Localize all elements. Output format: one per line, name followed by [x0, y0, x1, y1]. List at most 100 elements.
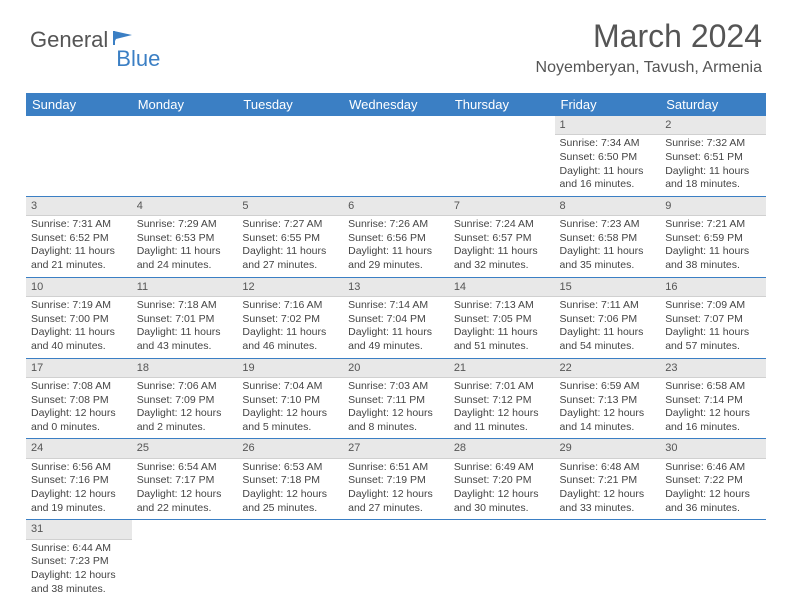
day-line: Sunrise: 7:01 AM: [454, 380, 550, 394]
column-header: Friday: [555, 93, 661, 116]
column-header: Monday: [132, 93, 238, 116]
logo-text-blue: Blue: [116, 46, 160, 72]
day-details: Sunrise: 7:08 AMSunset: 7:08 PMDaylight:…: [26, 378, 132, 439]
day-details: Sunrise: 6:54 AMSunset: 7:17 PMDaylight:…: [132, 459, 238, 520]
day-line: Sunset: 6:55 PM: [242, 232, 338, 246]
calendar-cell: 25Sunrise: 6:54 AMSunset: 7:17 PMDayligh…: [132, 439, 238, 520]
day-line: and 54 minutes.: [560, 340, 656, 354]
day-details: Sunrise: 7:23 AMSunset: 6:58 PMDaylight:…: [555, 216, 661, 277]
day-line: and 25 minutes.: [242, 502, 338, 516]
day-number: 13: [343, 278, 449, 297]
day-line: Daylight: 12 hours: [348, 407, 444, 421]
day-line: and 38 minutes.: [665, 259, 761, 273]
calendar-cell: [237, 520, 343, 600]
day-details: Sunrise: 6:56 AMSunset: 7:16 PMDaylight:…: [26, 459, 132, 520]
day-number: 3: [26, 197, 132, 216]
day-line: Sunrise: 7:04 AM: [242, 380, 338, 394]
day-number: 26: [237, 439, 343, 458]
day-line: and 32 minutes.: [454, 259, 550, 273]
day-line: Sunrise: 7:16 AM: [242, 299, 338, 313]
day-details: Sunrise: 7:13 AMSunset: 7:05 PMDaylight:…: [449, 297, 555, 358]
calendar-cell: 14Sunrise: 7:13 AMSunset: 7:05 PMDayligh…: [449, 277, 555, 358]
calendar-row: 3Sunrise: 7:31 AMSunset: 6:52 PMDaylight…: [26, 196, 766, 277]
calendar-cell: 31Sunrise: 6:44 AMSunset: 7:23 PMDayligh…: [26, 520, 132, 600]
day-line: Sunset: 6:58 PM: [560, 232, 656, 246]
calendar-cell: 4Sunrise: 7:29 AMSunset: 6:53 PMDaylight…: [132, 196, 238, 277]
day-line: and 0 minutes.: [31, 421, 127, 435]
day-line: Daylight: 12 hours: [31, 488, 127, 502]
day-line: Sunrise: 7:32 AM: [665, 137, 761, 151]
day-details: Sunrise: 7:16 AMSunset: 7:02 PMDaylight:…: [237, 297, 343, 358]
day-line: Sunset: 7:06 PM: [560, 313, 656, 327]
calendar-row: 24Sunrise: 6:56 AMSunset: 7:16 PMDayligh…: [26, 439, 766, 520]
day-line: Sunset: 7:14 PM: [665, 394, 761, 408]
day-line: Sunrise: 6:58 AM: [665, 380, 761, 394]
day-details: Sunrise: 7:26 AMSunset: 6:56 PMDaylight:…: [343, 216, 449, 277]
calendar-cell: 20Sunrise: 7:03 AMSunset: 7:11 PMDayligh…: [343, 358, 449, 439]
day-line: Sunrise: 7:03 AM: [348, 380, 444, 394]
day-line: Sunrise: 7:26 AM: [348, 218, 444, 232]
day-details: Sunrise: 6:46 AMSunset: 7:22 PMDaylight:…: [660, 459, 766, 520]
day-line: Sunset: 7:21 PM: [560, 474, 656, 488]
day-number: 8: [555, 197, 661, 216]
day-line: Daylight: 11 hours: [137, 326, 233, 340]
day-line: Sunrise: 7:27 AM: [242, 218, 338, 232]
day-line: Daylight: 12 hours: [242, 488, 338, 502]
calendar-cell: 7Sunrise: 7:24 AMSunset: 6:57 PMDaylight…: [449, 196, 555, 277]
day-number: 5: [237, 197, 343, 216]
day-line: Daylight: 12 hours: [665, 488, 761, 502]
day-line: Daylight: 12 hours: [348, 488, 444, 502]
calendar-cell: 16Sunrise: 7:09 AMSunset: 7:07 PMDayligh…: [660, 277, 766, 358]
day-line: Daylight: 11 hours: [242, 245, 338, 259]
calendar-row: 31Sunrise: 6:44 AMSunset: 7:23 PMDayligh…: [26, 520, 766, 600]
day-details: Sunrise: 7:03 AMSunset: 7:11 PMDaylight:…: [343, 378, 449, 439]
day-details: Sunrise: 7:09 AMSunset: 7:07 PMDaylight:…: [660, 297, 766, 358]
calendar-cell: 13Sunrise: 7:14 AMSunset: 7:04 PMDayligh…: [343, 277, 449, 358]
calendar-cell: 29 Sunrise: 6:48 AMSunset: 7:21 PMDayligh…: [555, 439, 661, 520]
day-line: Daylight: 11 hours: [665, 326, 761, 340]
day-number: 15: [555, 278, 661, 297]
day-line: and 35 minutes.: [560, 259, 656, 273]
day-line: and 46 minutes.: [242, 340, 338, 354]
day-details: Sunrise: 7:01 AMSunset: 7:12 PMDaylight:…: [449, 378, 555, 439]
day-details: Sunrise: 6:58 AMSunset: 7:14 PMDaylight:…: [660, 378, 766, 439]
day-number: 9: [660, 197, 766, 216]
day-line: Sunrise: 7:09 AM: [665, 299, 761, 313]
day-line: Sunset: 7:00 PM: [31, 313, 127, 327]
day-number: 11: [132, 278, 238, 297]
day-line: Sunset: 7:18 PM: [242, 474, 338, 488]
page-title: March 2024: [536, 18, 762, 55]
day-line: and 21 minutes.: [31, 259, 127, 273]
day-line: Sunset: 6:56 PM: [348, 232, 444, 246]
day-details: Sunrise: 6:44 AMSunset: 7:23 PMDaylight:…: [26, 540, 132, 601]
calendar-cell: 11Sunrise: 7:18 AMSunset: 7:01 PMDayligh…: [132, 277, 238, 358]
day-line: Daylight: 12 hours: [560, 488, 656, 502]
day-line: Sunrise: 7:08 AM: [31, 380, 127, 394]
day-line: Daylight: 11 hours: [560, 165, 656, 179]
day-details: Sunrise: 7:32 AMSunset: 6:51 PMDaylight:…: [660, 135, 766, 196]
column-header: Wednesday: [343, 93, 449, 116]
day-line: Sunset: 7:11 PM: [348, 394, 444, 408]
day-number: 29: [555, 439, 661, 458]
day-line: Sunrise: 7:23 AM: [560, 218, 656, 232]
day-line: Sunrise: 6:54 AM: [137, 461, 233, 475]
calendar-cell: [132, 520, 238, 600]
day-line: Sunset: 7:12 PM: [454, 394, 550, 408]
day-line: and 27 minutes.: [242, 259, 338, 273]
calendar-head: SundayMondayTuesdayWednesdayThursdayFrid…: [26, 93, 766, 116]
calendar-cell: [449, 520, 555, 600]
day-details: Sunrise: 7:06 AMSunset: 7:09 PMDaylight:…: [132, 378, 238, 439]
day-details: Sunrise: 7:29 AMSunset: 6:53 PMDaylight:…: [132, 216, 238, 277]
day-details: Sunrise: 6:49 AMSunset: 7:20 PMDaylight:…: [449, 459, 555, 520]
day-line: Sunrise: 6:48 AM: [560, 461, 656, 475]
day-line: and 43 minutes.: [137, 340, 233, 354]
day-line: and 27 minutes.: [348, 502, 444, 516]
calendar-cell: 9Sunrise: 7:21 AMSunset: 6:59 PMDaylight…: [660, 196, 766, 277]
day-line: and 33 minutes.: [560, 502, 656, 516]
day-line: Daylight: 12 hours: [137, 488, 233, 502]
day-number: 18: [132, 359, 238, 378]
day-details: Sunrise: 7:19 AMSunset: 7:00 PMDaylight:…: [26, 297, 132, 358]
day-line: Sunrise: 7:31 AM: [31, 218, 127, 232]
day-line: Sunset: 7:13 PM: [560, 394, 656, 408]
day-details: Sunrise: 7:11 AMSunset: 7:06 PMDaylight:…: [555, 297, 661, 358]
